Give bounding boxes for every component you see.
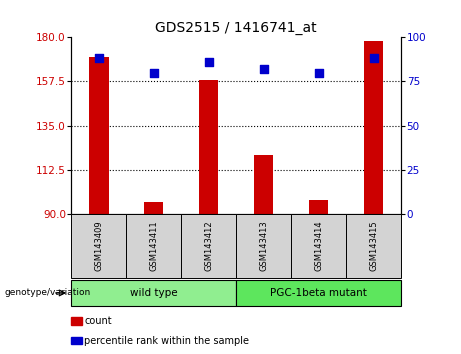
- Bar: [89, 57, 108, 214]
- Bar: [254, 155, 273, 214]
- Text: wild type: wild type: [130, 288, 177, 298]
- Text: GSM143413: GSM143413: [259, 221, 268, 272]
- FancyBboxPatch shape: [346, 214, 401, 278]
- Bar: [309, 200, 328, 214]
- FancyBboxPatch shape: [236, 214, 291, 278]
- Text: percentile rank within the sample: percentile rank within the sample: [84, 336, 249, 346]
- Text: count: count: [84, 316, 112, 326]
- Point: [205, 59, 213, 65]
- Point: [315, 70, 322, 75]
- FancyBboxPatch shape: [181, 214, 236, 278]
- Point: [260, 66, 267, 72]
- Point: [95, 56, 103, 61]
- Title: GDS2515 / 1416741_at: GDS2515 / 1416741_at: [155, 21, 317, 35]
- Bar: [144, 202, 164, 214]
- FancyBboxPatch shape: [71, 214, 126, 278]
- FancyBboxPatch shape: [236, 280, 401, 306]
- Point: [370, 56, 377, 61]
- Text: GSM143414: GSM143414: [314, 221, 323, 272]
- FancyBboxPatch shape: [291, 214, 346, 278]
- FancyBboxPatch shape: [71, 280, 236, 306]
- Text: GSM143409: GSM143409: [95, 221, 103, 272]
- Text: PGC-1beta mutant: PGC-1beta mutant: [270, 288, 367, 298]
- FancyBboxPatch shape: [126, 214, 181, 278]
- Point: [150, 70, 158, 75]
- Text: genotype/variation: genotype/variation: [5, 289, 91, 297]
- Text: GSM143412: GSM143412: [204, 221, 213, 272]
- Text: GSM143411: GSM143411: [149, 221, 159, 272]
- Text: GSM143415: GSM143415: [369, 221, 378, 272]
- Bar: [199, 80, 219, 214]
- Bar: [364, 41, 383, 214]
